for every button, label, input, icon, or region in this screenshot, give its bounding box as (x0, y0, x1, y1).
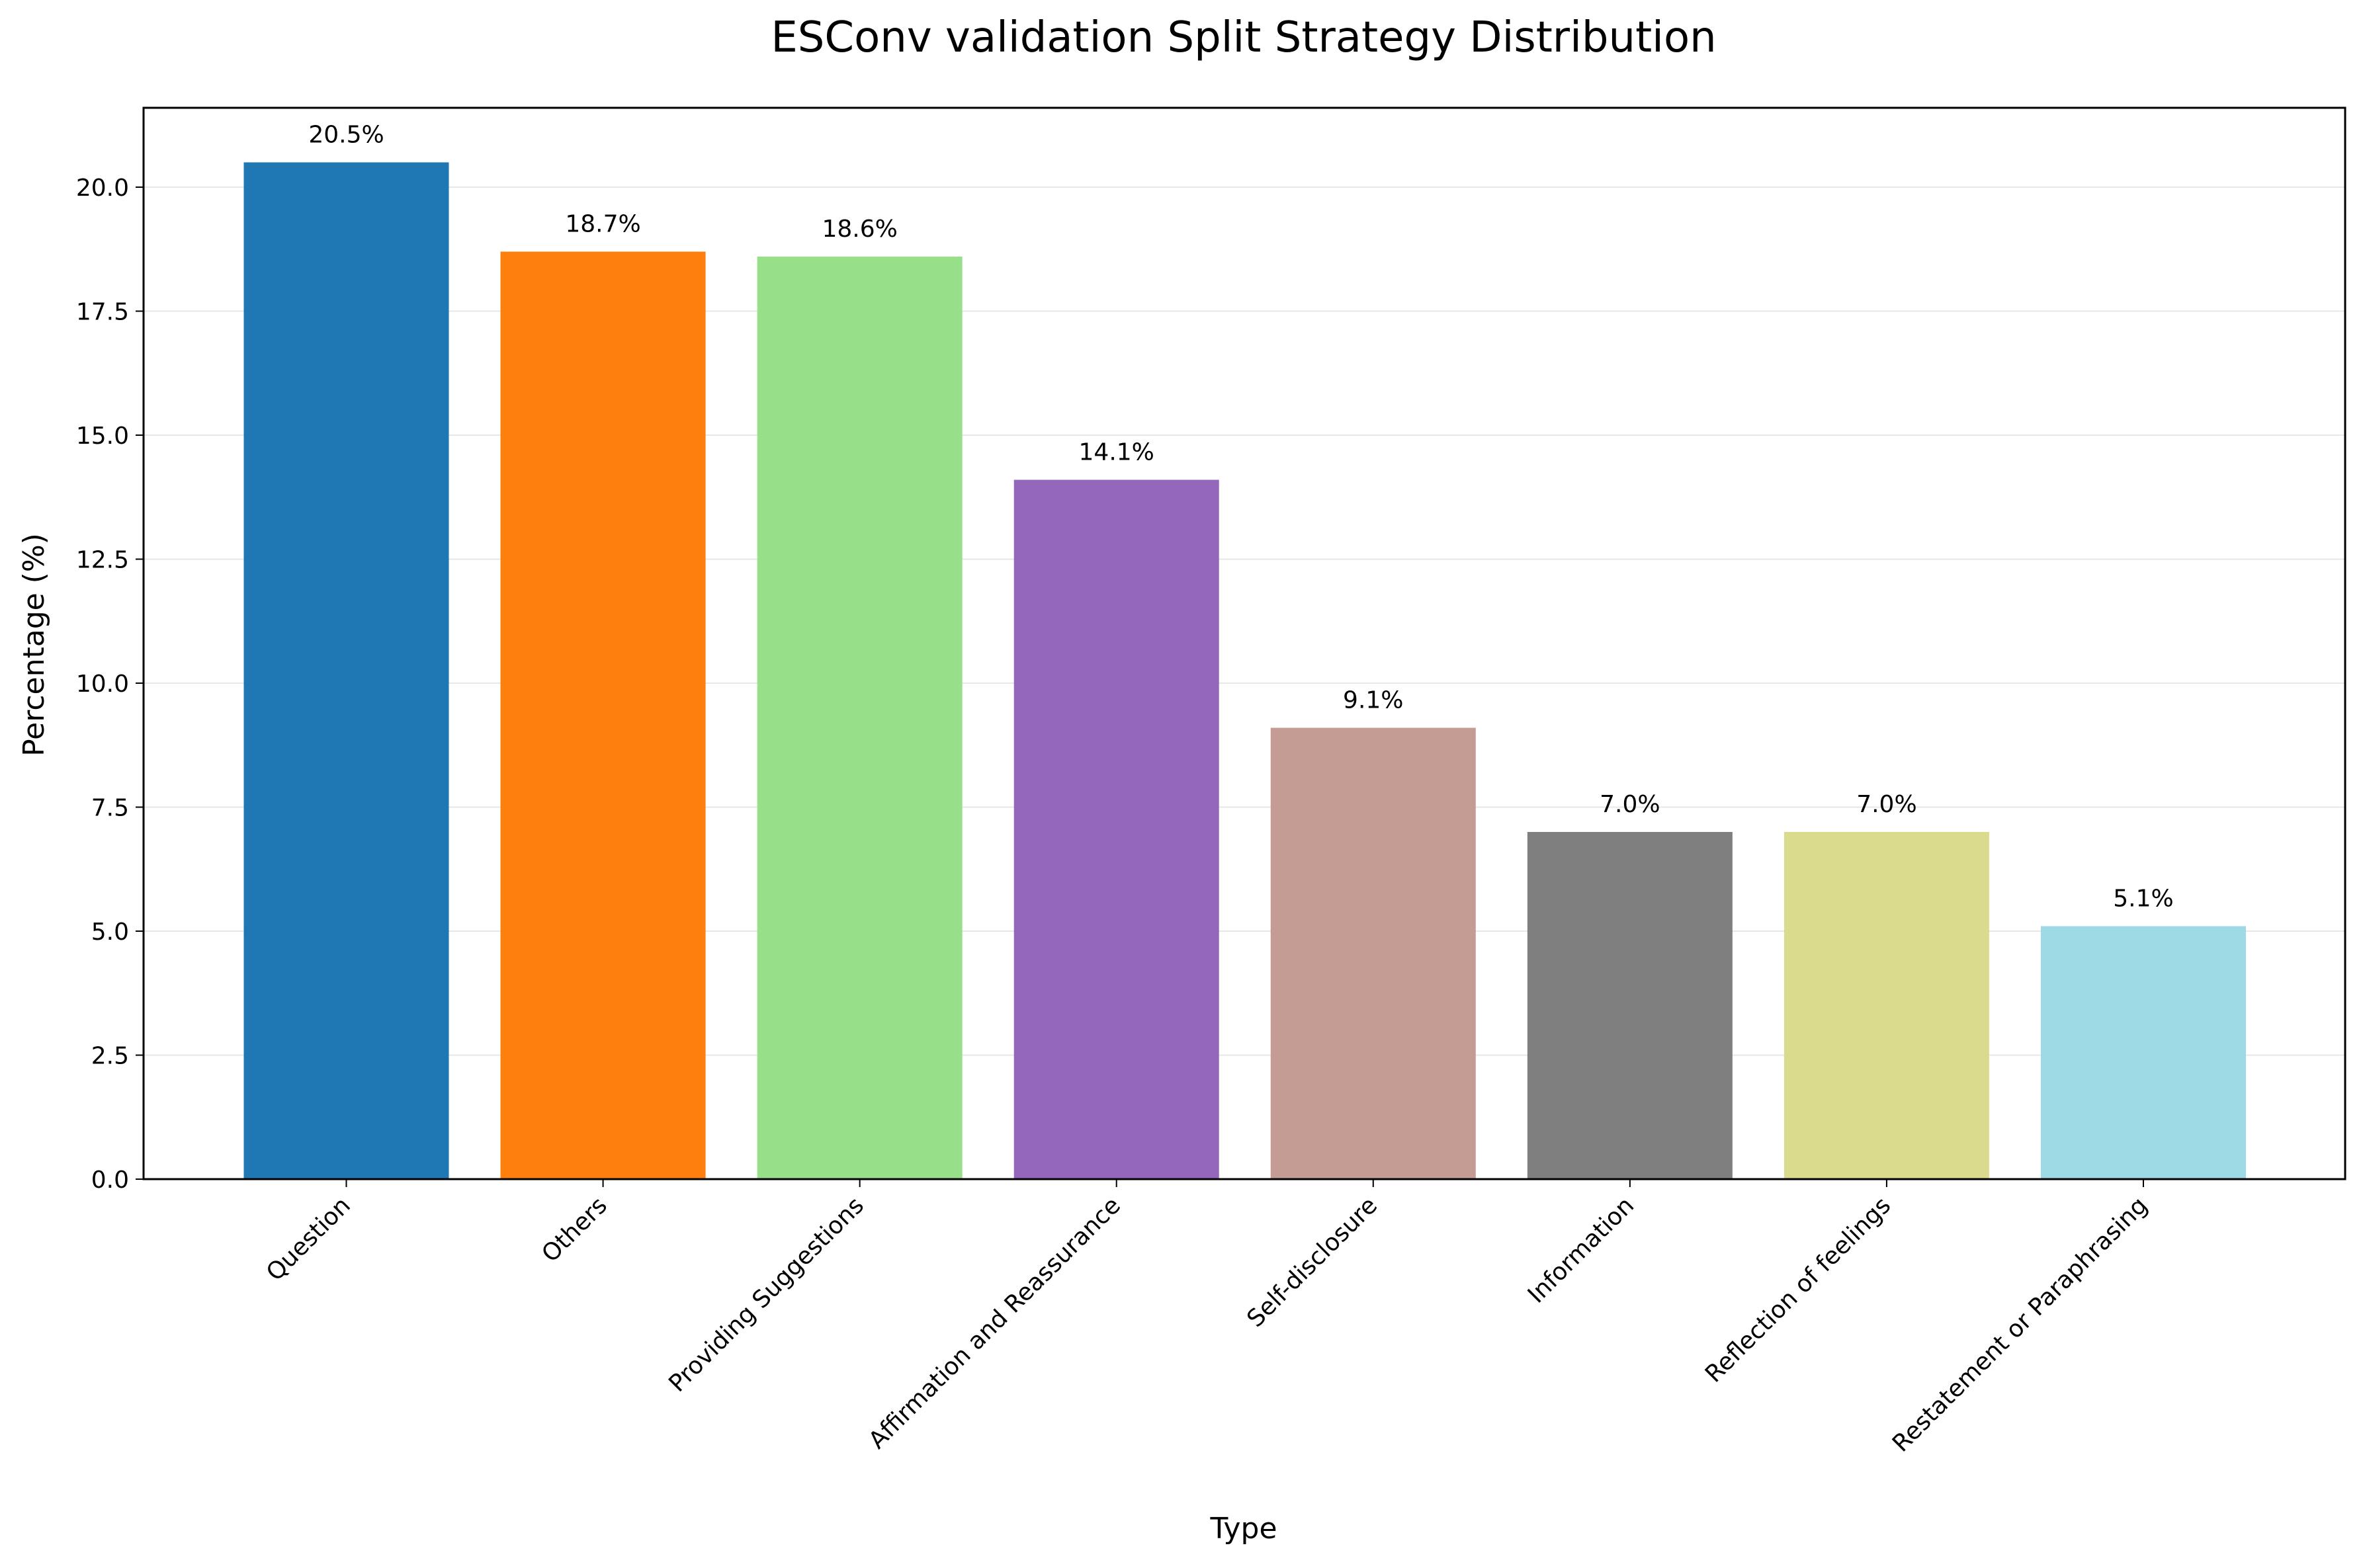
data-label: 18.6% (822, 216, 897, 243)
y-tick-label: 2.5 (91, 1043, 129, 1070)
x-tick-label: Restatement or Paraphrasing (1887, 1192, 2153, 1457)
x-tick-label: Reflection of feelings (1700, 1192, 1896, 1387)
data-label: 7.0% (1856, 791, 1916, 818)
data-label: 9.1% (1343, 687, 1403, 714)
y-axis-title: Percentage (%) (17, 533, 51, 757)
data-label: 7.0% (1600, 791, 1660, 818)
data-label: 14.1% (1079, 439, 1154, 466)
grid-lines (144, 186, 2345, 1180)
x-tick-label: Self-disclosure (1242, 1192, 1383, 1333)
plot-frame (142, 106, 2346, 1180)
bar (757, 257, 963, 1179)
bar (500, 251, 706, 1179)
data-label: 18.7% (565, 211, 640, 238)
bar (1270, 727, 1476, 1179)
data-label: 5.1% (2113, 886, 2173, 913)
data-labels: 20.5% 18.7% 18.6% 14.1% 9.1% 7.0% 7.0% 5.1% (308, 122, 2173, 913)
y-axis: 0.0 2.5 5.0 7.5 10.0 12.5 15.0 17.5 20.0 (76, 175, 144, 1194)
y-tick-label: 10.0 (76, 671, 129, 698)
y-tick-label: 20.0 (76, 175, 129, 202)
bar (1013, 479, 1219, 1179)
x-tick-label: Others (537, 1192, 613, 1268)
x-axis: Question Others Providing SuggestionsAffir… (261, 1179, 2153, 1458)
x-tick-label: Question (261, 1192, 356, 1286)
x-tick-label: Providing Suggestions (664, 1192, 869, 1397)
y-tick-label: 0.0 (91, 1167, 129, 1194)
y-tick-label: 7.5 (91, 795, 129, 822)
x-tick-label: Information (1523, 1192, 1639, 1308)
x-axis-title: Type (1209, 1512, 1277, 1546)
y-tick-label: 5.0 (91, 919, 129, 946)
bar (2041, 926, 2246, 1179)
data-label: 20.5% (308, 122, 384, 149)
bar (1527, 832, 1733, 1179)
bar (1783, 832, 1989, 1179)
y-tick-label: 15.0 (76, 423, 129, 450)
y-tick-label: 12.5 (76, 547, 129, 574)
chart-title: ESConv validation Split Strategy Distrib… (771, 13, 1716, 62)
bar (243, 162, 449, 1179)
y-tick-label: 17.5 (76, 299, 129, 326)
x-tick-label: Affirmation and Reassurance (863, 1192, 1126, 1454)
bars (243, 162, 2246, 1179)
